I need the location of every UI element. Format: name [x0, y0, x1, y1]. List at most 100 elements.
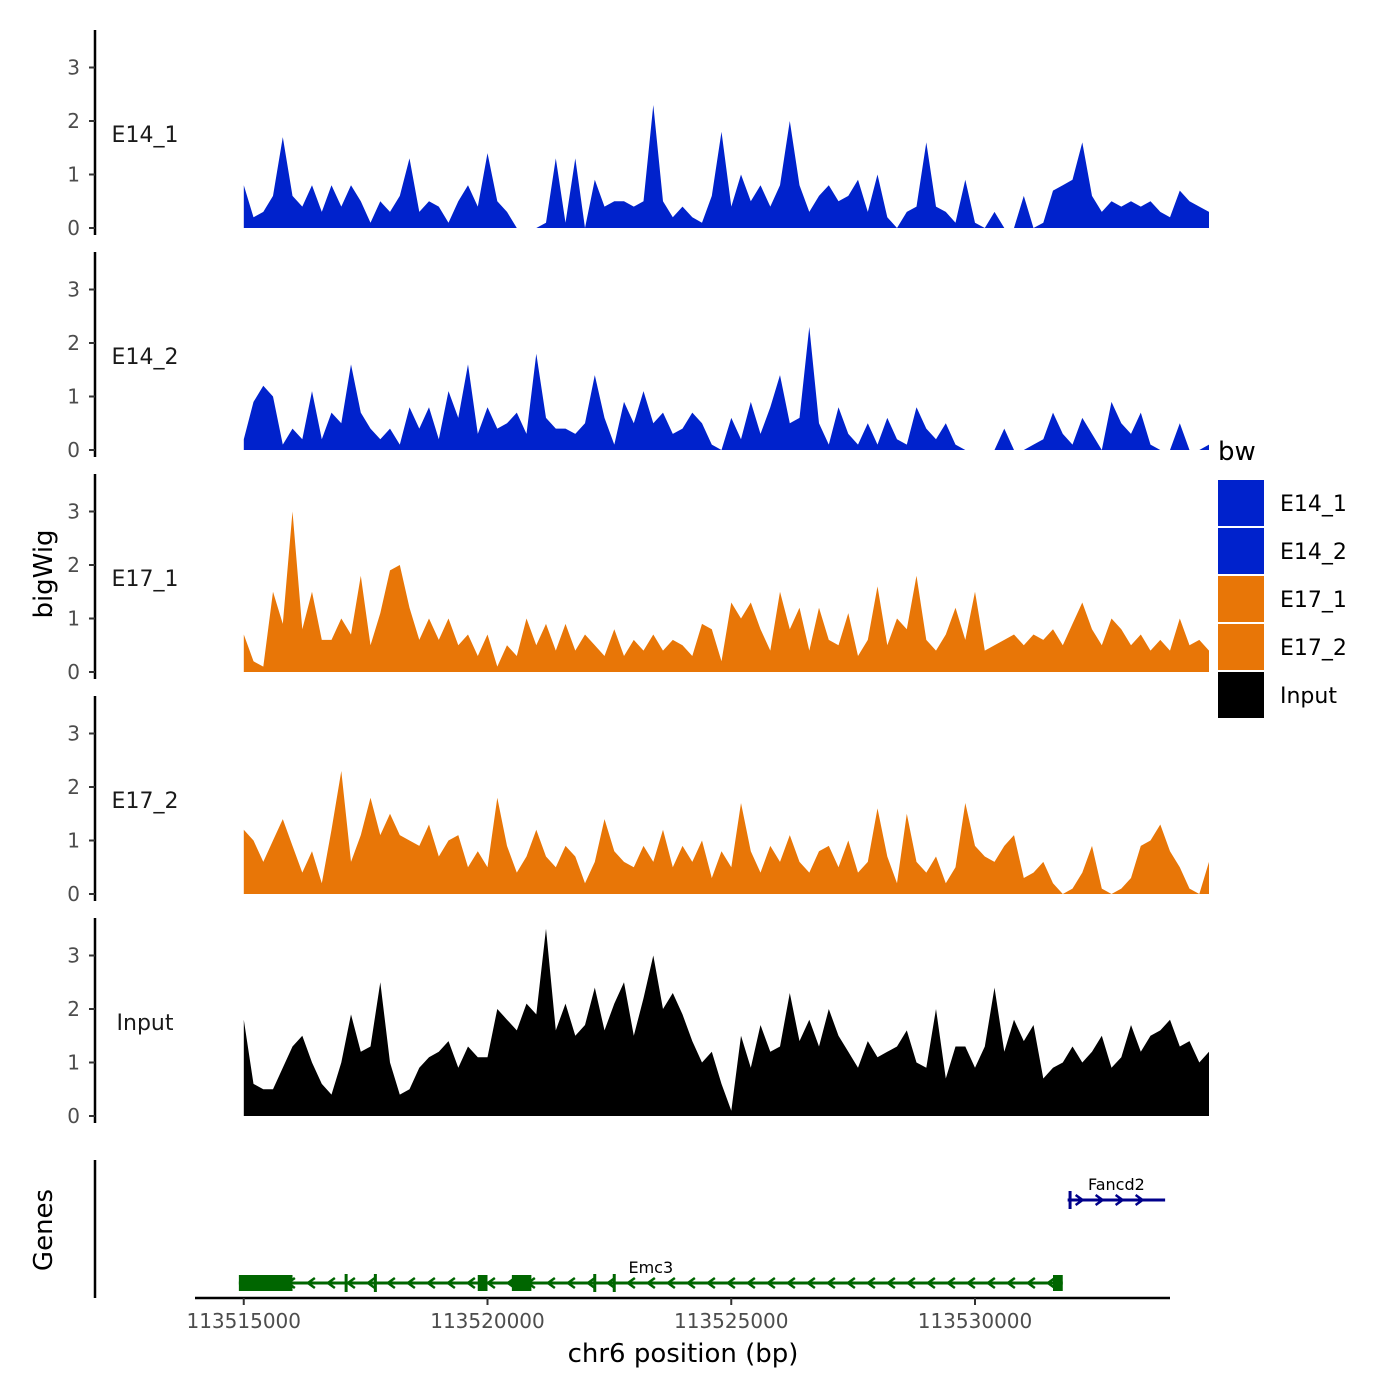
y-axis-title: bigWig [29, 529, 59, 618]
strand-arrow [845, 1276, 856, 1290]
strand-arrow [445, 1276, 456, 1290]
exon-small [344, 1274, 348, 1292]
strand-arrow [925, 1276, 936, 1290]
exon [238, 1275, 293, 1291]
track-e17-2: 0 1 2 3 E17_2 [67, 696, 1210, 906]
legend-label: Input [1280, 684, 1337, 709]
x-tick-label: 113520000 [430, 1309, 545, 1333]
track-e17-1: 0 1 2 3 E17_1 [67, 474, 1210, 684]
strand-arrow [585, 1276, 596, 1290]
strand-arrow [625, 1276, 636, 1290]
strand-arrow [605, 1276, 616, 1290]
y-tick-label: 0 [67, 216, 80, 240]
legend-label: E14_2 [1280, 540, 1347, 565]
legend-swatch-e17-1 [1218, 576, 1264, 622]
legend: bw E14_1 E14_2 E17_1 E17_2 Input [1218, 437, 1347, 718]
strand-arrow [825, 1276, 836, 1290]
track-label: E17_2 [112, 789, 179, 814]
strand-arrow [565, 1276, 576, 1290]
strand-arrow [865, 1276, 876, 1290]
y-tick-label: 1 [67, 385, 80, 409]
track-label: Input [117, 1011, 174, 1036]
x-tick-label: 113530000 [918, 1309, 1033, 1333]
strand-arrow [1025, 1276, 1036, 1290]
track-input: 0 1 2 3 Input [67, 918, 1210, 1128]
exon [477, 1275, 488, 1291]
legend-swatch-input [1218, 672, 1264, 718]
y-tick-label: 0 [67, 882, 80, 906]
gene-track: Emc3 Fancd2 [93, 1160, 1166, 1298]
legend-swatch-e17-2 [1218, 624, 1264, 670]
strand-arrow [745, 1276, 756, 1290]
strand-arrow [1074, 1193, 1085, 1207]
y-tick-label: 2 [67, 553, 80, 577]
y-tick-label: 1 [67, 163, 80, 187]
track-label: E17_1 [112, 567, 179, 592]
strand-arrow [1094, 1193, 1105, 1207]
strand-arrow [385, 1276, 396, 1290]
exon-small [1068, 1191, 1072, 1209]
strand-arrow [685, 1276, 696, 1290]
strand-arrow [965, 1276, 976, 1290]
strand-arrow [705, 1276, 716, 1290]
y-tick-label: 3 [67, 722, 80, 746]
strand-arrow [365, 1276, 376, 1290]
exon [511, 1275, 532, 1291]
y-tick-label: 0 [67, 438, 80, 462]
x-axis-title: chr6 position (bp) [568, 1339, 799, 1369]
legend-label: E17_2 [1280, 636, 1347, 661]
exon-small [593, 1274, 597, 1292]
track-label: E14_2 [112, 345, 179, 370]
strand-arrow [805, 1276, 816, 1290]
y-tick-label: 1 [67, 607, 80, 631]
strand-arrow [485, 1276, 496, 1290]
strand-arrow [1045, 1276, 1056, 1290]
strand-arrow [945, 1276, 956, 1290]
y-tick-label: 3 [67, 278, 80, 302]
y-tick-label: 2 [67, 775, 80, 799]
strand-arrow [1134, 1193, 1145, 1207]
strand-arrow [325, 1276, 336, 1290]
strand-arrow [425, 1276, 436, 1290]
strand-arrow [905, 1276, 916, 1290]
strand-arrow [885, 1276, 896, 1290]
y-tick-label: 3 [67, 944, 80, 968]
y-tick-label: 2 [67, 997, 80, 1021]
gene-fancd2: Fancd2 [1067, 1175, 1166, 1209]
legend-label: E14_1 [1280, 492, 1347, 517]
y-tick-label: 1 [67, 1051, 80, 1075]
strand-arrow [645, 1276, 656, 1290]
genes-axis-title: Genes [29, 1189, 59, 1271]
strand-arrow [1114, 1193, 1125, 1207]
strand-arrow [785, 1276, 796, 1290]
strand-arrow [305, 1276, 316, 1290]
strand-arrow [665, 1276, 676, 1290]
x-axis: 113515000 113520000 113525000 113530000 [186, 1296, 1170, 1333]
gene-label: Fancd2 [1088, 1175, 1145, 1194]
legend-swatch-e14-1 [1218, 480, 1264, 526]
legend-label: E17_1 [1280, 588, 1347, 613]
coverage-tracks: 0 1 2 3 E14_1 0 1 2 3 E14_2 0 1 2 3 E17_1 0 1 2 3 E17_2 0 1 2 3… [67, 30, 1210, 1128]
exon-small [612, 1274, 616, 1292]
strand-arrow [405, 1276, 416, 1290]
coverage-area-e14-2 [243, 326, 1210, 450]
legend-swatch-e14-2 [1218, 528, 1264, 574]
y-tick-label: 3 [67, 500, 80, 524]
y-tick-label: 2 [67, 331, 80, 355]
y-tick-label: 2 [67, 109, 80, 133]
exon [1053, 1275, 1063, 1291]
gene-label: Emc3 [628, 1258, 673, 1277]
strand-arrow [1005, 1276, 1016, 1290]
strand-arrow [345, 1276, 356, 1290]
y-tick-label: 3 [67, 56, 80, 80]
strand-arrow [545, 1276, 556, 1290]
coverage-area-e14-1 [243, 105, 1210, 228]
coverage-area-input [243, 928, 1210, 1116]
y-tick-label: 0 [67, 660, 80, 684]
exon-small [373, 1274, 377, 1292]
coverage-area-e17-1 [243, 511, 1210, 672]
track-e14-2: 0 1 2 3 E14_2 [67, 252, 1210, 462]
track-e14-1: 0 1 2 3 E14_1 [67, 30, 1210, 240]
x-tick-label: 113525000 [674, 1309, 789, 1333]
